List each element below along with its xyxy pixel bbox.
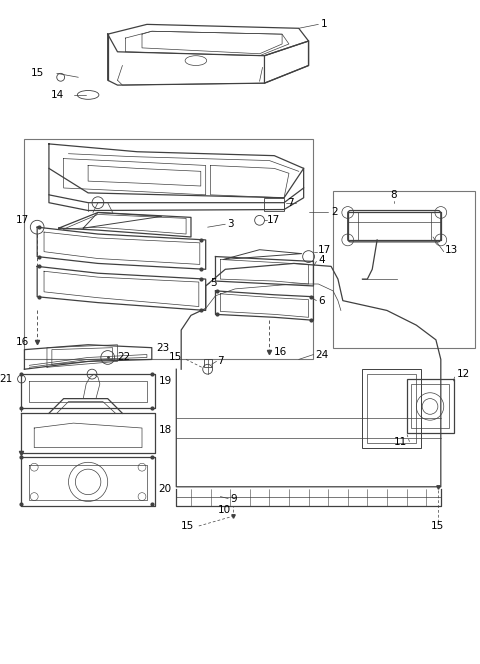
Text: 4: 4	[318, 254, 325, 264]
Text: 17: 17	[16, 215, 29, 225]
Text: 22: 22	[118, 353, 131, 363]
Text: 18: 18	[159, 425, 172, 435]
Text: 23: 23	[156, 343, 170, 353]
Text: 15: 15	[31, 68, 45, 78]
Bar	[264, 198, 284, 212]
Text: 17: 17	[317, 245, 331, 255]
Text: 19: 19	[159, 376, 172, 386]
Bar	[362, 369, 421, 448]
Text: 15: 15	[431, 521, 444, 531]
Text: 14: 14	[51, 90, 64, 100]
Text: 15: 15	[168, 353, 182, 363]
Text: 21: 21	[0, 374, 12, 384]
Bar	[367, 374, 416, 443]
Text: 10: 10	[217, 505, 230, 515]
Bar	[333, 191, 475, 348]
Bar	[204, 359, 212, 367]
Text: 16: 16	[274, 347, 288, 357]
Text: 5: 5	[211, 278, 217, 288]
Text: 1: 1	[321, 19, 328, 29]
Text: 16: 16	[16, 337, 29, 347]
Text: 13: 13	[445, 245, 458, 255]
Text: 3: 3	[227, 219, 234, 229]
Text: 12: 12	[456, 369, 470, 379]
Text: 7: 7	[287, 198, 294, 208]
Bar	[24, 139, 313, 359]
Text: 24: 24	[315, 349, 329, 359]
Text: 8: 8	[390, 190, 397, 200]
Text: 6: 6	[318, 295, 325, 305]
Text: 9: 9	[230, 493, 237, 503]
Bar	[411, 384, 449, 428]
Bar	[407, 379, 454, 433]
Text: 17: 17	[266, 215, 280, 225]
Text: 20: 20	[159, 484, 172, 494]
Text: 11: 11	[394, 437, 407, 447]
Text: 2: 2	[331, 207, 338, 218]
Text: 7: 7	[217, 357, 224, 367]
Text: 15: 15	[181, 521, 194, 531]
